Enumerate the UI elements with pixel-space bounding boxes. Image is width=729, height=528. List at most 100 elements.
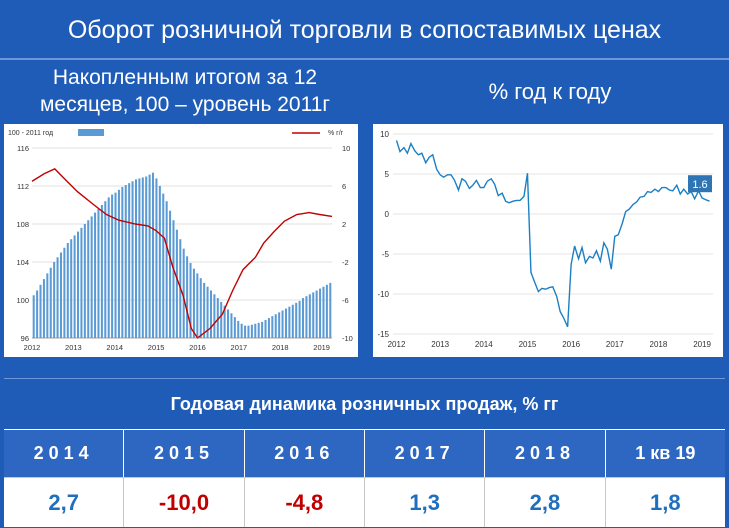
bar xyxy=(220,301,223,338)
value-cell: -10,0 xyxy=(124,477,245,527)
bar xyxy=(325,284,328,338)
bar xyxy=(271,316,274,338)
y-right-tick-label: 2 xyxy=(342,220,346,229)
cumulative-chart-panel: 100 - 2011 год % г/г 116 112 108 104 100 96 10 6 2… xyxy=(4,124,358,357)
x-tick-label: 2015 xyxy=(148,343,165,352)
bar xyxy=(312,292,315,338)
x-tick-label: 2013 xyxy=(65,343,82,352)
table-header-row: 2014 2015 2016 2017 2018 1 кв 19 xyxy=(4,429,725,477)
year-cell: 2015 xyxy=(124,429,245,477)
bar xyxy=(117,189,120,338)
y-tick-label: 5 xyxy=(385,170,390,179)
bar xyxy=(237,320,240,338)
y-tick-label: 0 xyxy=(385,210,390,219)
value-cell: -4,8 xyxy=(244,477,365,527)
bar xyxy=(302,298,305,338)
y-right-tick-label: 10 xyxy=(342,144,350,153)
year-cell: 2014 xyxy=(4,429,125,477)
bar xyxy=(257,322,260,338)
x-tick-label: 2019 xyxy=(313,343,330,352)
bar xyxy=(138,178,141,338)
yoy-chart-panel: 10 5 0 -5 -10 -15 2012 2013 2014 2015 2016 2017 2018… xyxy=(373,124,723,357)
bar xyxy=(308,294,311,338)
bar xyxy=(227,309,230,338)
bar xyxy=(70,239,73,338)
bar xyxy=(206,286,209,338)
x-tick-label: 2018 xyxy=(272,343,289,352)
year-cell: 2018 xyxy=(485,429,606,477)
bar xyxy=(175,229,178,338)
bar xyxy=(36,290,39,338)
bar xyxy=(128,183,131,338)
bar xyxy=(46,273,49,338)
y-right-tick-label: 6 xyxy=(342,182,346,191)
left-subtitle-line2: месяцев, 100 – уровень 2011г xyxy=(39,93,331,116)
bar xyxy=(131,181,134,338)
bar xyxy=(209,290,212,338)
bar xyxy=(32,295,35,338)
page-title: Оборот розничной торговли в сопоставимых… xyxy=(0,0,729,60)
table-value-row: 2,7 -10,0 -4,8 1,3 2,8 1,8 xyxy=(4,477,725,527)
bar xyxy=(172,220,175,338)
bar xyxy=(284,308,287,338)
bar xyxy=(77,231,80,338)
annotation-label: 1.6 xyxy=(692,179,707,191)
bar xyxy=(87,220,90,338)
annual-dynamics-table: Годовая динамика розничных продаж, % гг … xyxy=(4,378,725,528)
bar xyxy=(278,312,281,338)
value-cell: 2,8 xyxy=(485,477,606,527)
bar xyxy=(322,286,325,338)
bar xyxy=(213,294,216,338)
x-tick-label: 2012 xyxy=(388,340,406,349)
bar xyxy=(148,174,151,338)
bar xyxy=(63,247,66,338)
x-tick-label: 2014 xyxy=(106,343,123,352)
bar xyxy=(291,304,294,338)
bar xyxy=(192,268,195,338)
left-chart-subtitle: Накопленным итогом за 12 месяцев, 100 – … xyxy=(0,64,370,118)
x-tick-label: 2017 xyxy=(606,340,624,349)
legend-swatch-bar xyxy=(78,129,104,136)
bar xyxy=(158,186,161,338)
y-left-tick-label: 104 xyxy=(16,258,29,267)
bar xyxy=(124,185,127,338)
x-tick-label: 2018 xyxy=(650,340,668,349)
bar xyxy=(121,186,124,338)
bar xyxy=(155,178,158,338)
bar xyxy=(145,176,148,338)
bar xyxy=(162,193,165,338)
bar xyxy=(298,300,301,338)
value-cell: 2,7 xyxy=(4,477,125,527)
right-chart-subtitle: % год к году xyxy=(488,79,612,104)
bar xyxy=(250,324,253,338)
legend-label: % г/г xyxy=(328,130,344,137)
bar xyxy=(94,212,97,338)
bar xyxy=(141,177,144,338)
bar xyxy=(111,194,114,338)
bar xyxy=(59,252,62,338)
year-cell: 2016 xyxy=(244,429,365,477)
bar xyxy=(49,267,52,338)
x-tick-label: 2014 xyxy=(475,340,493,349)
bar xyxy=(216,298,219,338)
y-right-tick-label: -10 xyxy=(342,334,353,343)
bar xyxy=(186,256,189,338)
bar xyxy=(199,278,202,338)
y-tick-label: -10 xyxy=(377,290,389,299)
value-cell: 1,3 xyxy=(364,477,486,527)
bar xyxy=(107,197,110,338)
bar xyxy=(42,279,45,338)
annotation-box xyxy=(688,175,712,193)
series-line xyxy=(395,140,710,328)
bar xyxy=(230,313,233,338)
x-tick-label: 2016 xyxy=(189,343,206,352)
bar xyxy=(152,172,155,338)
bar xyxy=(90,216,93,338)
bar xyxy=(56,257,59,338)
bar xyxy=(264,319,267,338)
bar xyxy=(288,306,291,338)
bar xyxy=(53,262,56,338)
x-tick-label: 2017 xyxy=(231,343,248,352)
x-tick-label: 2016 xyxy=(562,340,580,349)
bar xyxy=(281,310,284,338)
